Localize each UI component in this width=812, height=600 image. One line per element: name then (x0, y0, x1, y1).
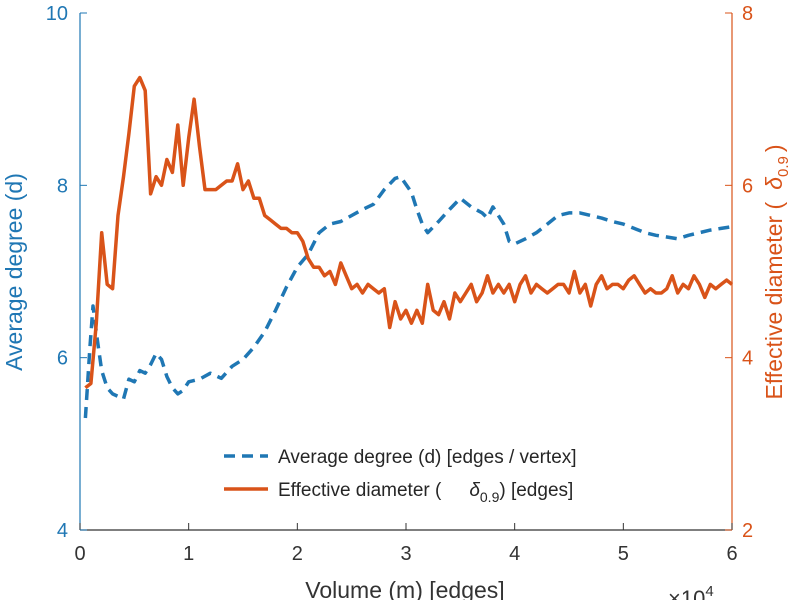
series-line-average-degree (83, 174, 733, 419)
series (83, 75, 734, 419)
legend-label-ed-symbol: δ (469, 480, 480, 501)
y-right-label-sub: 0.9 (775, 156, 792, 177)
y-left-tick-label: 6 (57, 348, 68, 370)
legend-label-ed-suffix: ) [edges] (499, 480, 573, 501)
x-tick-label: 0 (74, 543, 85, 565)
y-left-tick-label: 4 (57, 520, 68, 542)
y-left-tick-label: 10 (46, 3, 68, 25)
legend-label-average-degree: Average degree (d) [edges / vertex] (278, 447, 577, 468)
x-axis-exponent-power: 4 (705, 583, 713, 600)
x-axis-label: Volume (m) [edges] (305, 577, 504, 600)
y-right-label-prefix: Effective diameter ( (761, 201, 787, 399)
x-tick-label: 6 (726, 543, 737, 565)
legend-label-effective-diameter: Effective diameter ( δ0.9) [edges] (278, 480, 573, 505)
x-tick-label: 4 (509, 543, 520, 565)
y-right-tick-label: 2 (742, 520, 753, 542)
y-left-axis-label: Average degree (d) (1, 173, 27, 371)
x-axis-exponent: ×104 (668, 583, 714, 600)
y-right-label-symbol: δ (761, 177, 787, 190)
series-line-effective-diameter (84, 75, 734, 390)
legend: Average degree (d) [edges / vertex] Effe… (224, 447, 577, 505)
x-tick-label: 2 (292, 543, 303, 565)
legend-label-ed-sub: 0.9 (480, 489, 500, 505)
x-axis-exponent-base: ×10 (668, 586, 705, 600)
x-tick-label: 1 (183, 543, 194, 565)
y-right-tick-label: 8 (742, 3, 753, 25)
x-tick-label: 5 (618, 543, 629, 565)
y-right-tick-label: 4 (742, 348, 753, 370)
y-right-label-suffix: ) (761, 144, 787, 152)
ticks: 0 1 2 3 4 5 6 4 6 8 10 2 4 6 8 (46, 3, 753, 565)
y-right-axis-label: Effective diameter ( δ0.9) (761, 144, 792, 399)
y-right-tick-label: 6 (742, 175, 753, 197)
legend-label-ed-prefix: Effective diameter ( (278, 480, 442, 501)
y-left-tick-label: 8 (57, 175, 68, 197)
x-tick-label: 3 (400, 543, 411, 565)
